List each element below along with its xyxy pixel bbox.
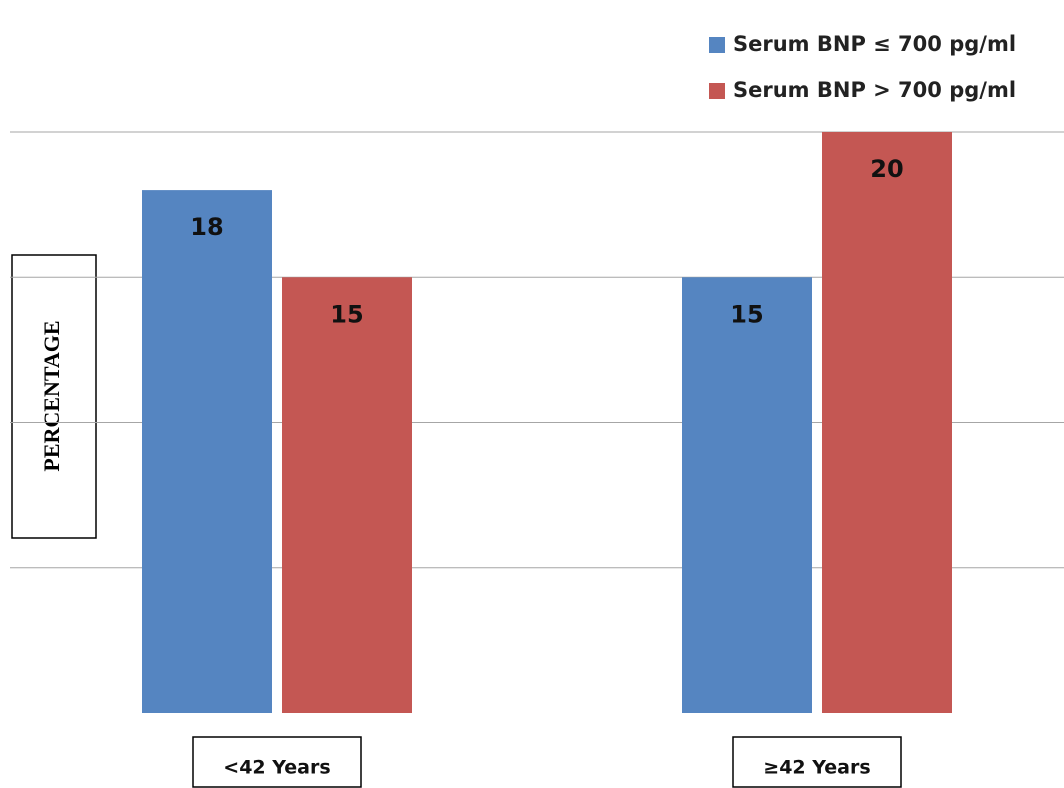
value-label: 15: [730, 300, 763, 328]
x-label-box: [732, 736, 902, 788]
bar: [682, 277, 812, 713]
y-label-box: [11, 254, 97, 539]
x-tick-label: ≥42 Years: [763, 757, 870, 779]
x-tick-label: <42 Years: [223, 757, 330, 779]
value-label: 20: [870, 155, 903, 183]
bar: [282, 277, 412, 713]
value-label: 15: [330, 300, 363, 328]
legend-swatch: [709, 83, 725, 99]
bar: [822, 132, 952, 713]
legend-swatch: [709, 37, 725, 53]
legend-label: Serum BNP ≤ 700 pg/ml: [733, 32, 1016, 56]
x-label-box: [192, 736, 362, 788]
value-label: 18: [190, 213, 223, 241]
legend-label: Serum BNP > 700 pg/ml: [733, 78, 1016, 102]
bar: [142, 190, 272, 714]
y-axis-label: PERCENTAGE: [39, 320, 64, 471]
